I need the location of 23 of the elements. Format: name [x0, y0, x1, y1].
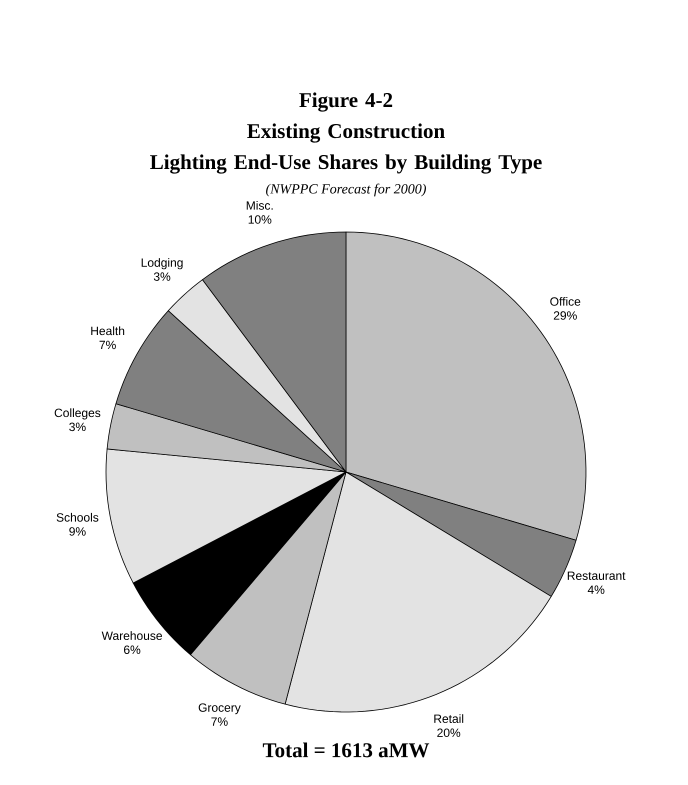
slice-label: Lodging	[142, 258, 183, 270]
chart-subtitle: (NWPPC Forecast for 2000)	[266, 184, 426, 196]
slice-label: Colleges	[54, 408, 100, 420]
data-label: 3%	[154, 272, 170, 281]
text: Total = 1613 aMW	[262, 742, 430, 758]
data-label: 29%	[554, 311, 577, 320]
data-label: 4%	[588, 586, 604, 594]
data-label: 10%	[248, 215, 272, 224]
slice-label: Office	[550, 296, 580, 306]
data-label: 6%	[124, 646, 140, 654]
data-label: 9%	[69, 527, 86, 536]
chart-title: Figure 4-2 Existing Construction Lighting End-Use Shares by Building Type	[150, 92, 542, 174]
slice-label: Misc.	[246, 200, 273, 210]
data-label: 7%	[100, 340, 116, 350]
data-label: 3%	[69, 422, 86, 432]
slice-label: Health	[91, 326, 124, 336]
slice-label: Warehouse	[102, 631, 162, 640]
data-label: 7%	[211, 717, 228, 726]
data-label: 20%	[437, 728, 460, 737]
slice-label: Grocery	[198, 703, 241, 714]
slice-label: Restaurant	[568, 572, 626, 580]
slice-label: Retail	[434, 714, 464, 723]
slice-label: Schools	[56, 512, 98, 522]
